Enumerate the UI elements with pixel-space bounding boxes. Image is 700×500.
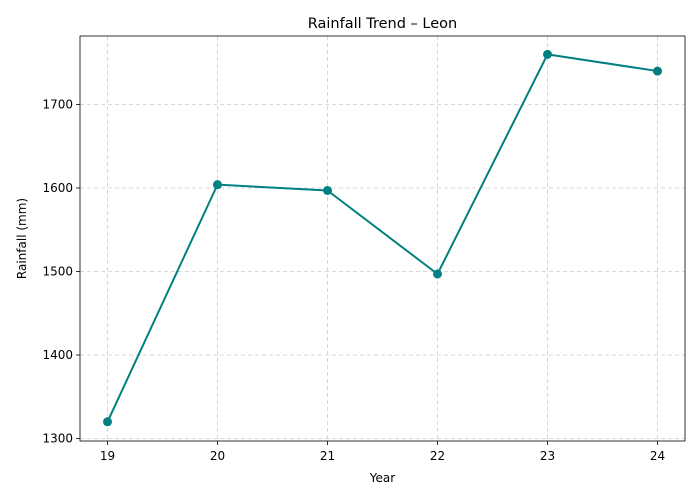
x-tick-label: 22 [430,449,445,463]
data-point [323,185,332,195]
series-layer [103,49,662,427]
x-tick-label: 21 [320,449,335,463]
data-point [213,180,222,190]
x-tick-label: 24 [650,449,665,463]
y-tick-label: 1700 [42,97,73,111]
data-point [103,417,112,427]
y-tick-label: 1300 [42,431,73,445]
data-point [433,269,442,279]
plot-frame [79,35,686,442]
x-tick-label: 23 [540,449,555,463]
x-axis-label: Year [369,471,395,485]
y-tick-label: 1500 [42,264,73,278]
y-axis-label: Rainfall (mm) [15,198,29,279]
ticks-layer: 19 20 21 22 23 24 1300 1400 1500 1600 1700 [42,97,665,463]
series-line [106,53,658,423]
grid-layer [80,36,685,441]
y-tick-label: 1400 [42,348,73,362]
x-tick-label: 19 [100,449,115,463]
chart-title: Rainfall Trend – Leon [308,16,457,32]
data-point [653,66,662,76]
data-point [543,49,552,59]
y-tick-label: 1600 [42,181,73,195]
x-tick-label: 20 [210,449,225,463]
